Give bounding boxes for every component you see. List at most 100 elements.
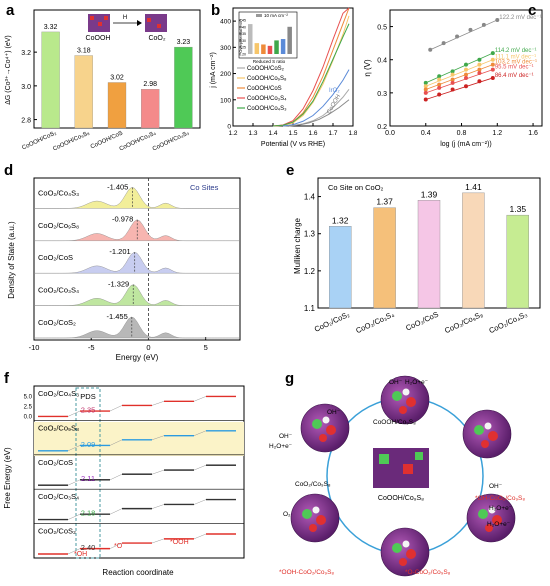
chart-d: Density of State (a.u.) Energy (eV) Co S…: [7, 177, 241, 362]
species-oh-3: OH⁻: [279, 433, 293, 440]
series-line: [288, 99, 350, 127]
energy-connector: [151, 469, 165, 475]
species-h2o-2: H₂O+e⁻: [269, 443, 293, 450]
species-h2o-3: H₂O+e⁻: [489, 505, 513, 512]
sulfur-atom: [474, 425, 484, 435]
panel-label-e: e: [286, 162, 295, 179]
y-tick-label: 300: [220, 45, 231, 52]
x-tick-label: 0: [146, 343, 150, 352]
inset-y-tick-label: 0.20: [239, 53, 246, 57]
x-axis-label-c: log (j (mA cm⁻²)): [440, 141, 492, 148]
pds-label: PDS: [80, 392, 95, 401]
panel-label-g: g: [285, 370, 295, 387]
oxygen-atom: [399, 558, 407, 566]
row-label: CoO₂/Co₉S₈: [38, 423, 79, 432]
inset-y-tick-label: 0.35: [239, 32, 246, 36]
x-category-label: CoO₂/Co₃S₄: [354, 310, 395, 336]
fit-line: [425, 59, 493, 87]
y-tick-label: 0.3: [377, 91, 387, 98]
panel-d: d Density of State (a.u.) Energy (eV) Co…: [0, 160, 250, 365]
center-atom: [379, 454, 389, 464]
energy-connector: [109, 542, 123, 549]
data-point: [464, 72, 468, 77]
bar-value-label: 1.37: [376, 197, 393, 207]
y-tick-label: 0.4: [377, 58, 387, 65]
slope-label: 122.2 mV dec⁻¹: [499, 15, 541, 21]
d-band-center-label: -1.329: [108, 280, 129, 289]
energy-connector: [151, 504, 165, 509]
data-point: [428, 47, 433, 52]
inset-atom: [157, 24, 161, 28]
x-axis-label-b: Potential (V vs RHE): [261, 141, 325, 148]
inset-bar: [287, 26, 292, 54]
inset-bar: [261, 44, 266, 54]
data-point: [423, 87, 428, 92]
bar: [462, 192, 485, 309]
data-point: [464, 62, 468, 67]
inset-x-label: Reduced S ratio: [253, 59, 286, 64]
fit-line: [430, 19, 498, 51]
y-tick-label: 0.0: [24, 414, 33, 420]
inset-bar: [254, 43, 260, 54]
bar-value-label: 1.39: [421, 189, 438, 199]
label-left: CoO₂/Co₉S₈: [295, 481, 331, 488]
y-tick-label: 0: [227, 124, 231, 131]
y-tick-label: 3.0: [21, 84, 31, 91]
data-point: [477, 62, 482, 67]
panel-b: b j (mA cm⁻²) Potential (V vs RHE) 1.2 1.…: [207, 0, 358, 150]
panel-label-a: a: [6, 2, 15, 19]
y-tick-label: 2.8: [21, 118, 31, 125]
oxygen-atom: [485, 524, 493, 532]
annotation-iro2: IrO₂: [329, 88, 340, 94]
x-tick-label: 1.6: [308, 130, 317, 137]
sulfur-atom: [392, 391, 402, 401]
inset-bar: [280, 39, 286, 54]
bar: [329, 226, 352, 309]
row-label: CoO₂/CoS₂: [38, 527, 76, 536]
inset-crystal-coo2: [145, 14, 167, 32]
inset-legend: 10 mA cm⁻²: [264, 13, 288, 18]
panel-label-d: d: [4, 162, 14, 179]
pds-box: [75, 387, 101, 559]
data-point: [450, 77, 455, 82]
species-oh-4: OH⁻: [489, 483, 503, 490]
data-point: [437, 92, 442, 97]
oxygen-atom: [316, 515, 326, 525]
slope-label: 111.1 mV dec⁻¹: [495, 55, 536, 61]
bar: [174, 46, 193, 129]
inset-atom: [98, 22, 102, 26]
bar-value-label: 1.41: [465, 182, 482, 192]
dos-series-label: CoO₂/Co₃S₄: [38, 286, 79, 295]
series-line: [272, 7, 350, 127]
data-point: [437, 85, 442, 90]
label-top: CoOOH/Co₉S₈: [373, 419, 416, 426]
data-point: [450, 87, 455, 92]
data-point: [495, 17, 500, 22]
panel-label-b: b: [211, 2, 221, 19]
oxygen-atom: [406, 549, 416, 559]
dos-series-label: CoO₂/Co₄S₃: [38, 188, 79, 197]
data-point: [490, 62, 495, 67]
structure-sphere: [466, 493, 516, 543]
oxygen-atom: [309, 524, 317, 532]
data-point: [464, 67, 468, 72]
d-band-center-label: -1.201: [109, 247, 130, 256]
dos-title: Co Sites: [190, 183, 219, 192]
y-axis-label-d: Density of State (a.u.): [7, 221, 16, 299]
inset-bar: [248, 24, 253, 54]
inset-atom: [147, 18, 151, 22]
data-point: [441, 41, 446, 46]
species-h2o-1: H₂O+e⁻: [405, 379, 429, 386]
sulfur-atom: [392, 543, 402, 553]
bar-value-label: 1.35: [510, 204, 527, 214]
inset-atom: [104, 16, 108, 20]
plot-frame-f: [33, 385, 245, 559]
fit-line: [425, 77, 493, 100]
barrier-label: 2.40: [81, 543, 96, 552]
structure-sphere: [462, 409, 512, 459]
energy-connector: [193, 499, 207, 505]
x-tick-label: 1.5: [288, 130, 297, 137]
hydrogen-atom: [322, 416, 330, 424]
slope-label: 114.2 mV dec⁻¹: [495, 48, 537, 54]
bar-value-label: 3.02: [110, 74, 124, 81]
